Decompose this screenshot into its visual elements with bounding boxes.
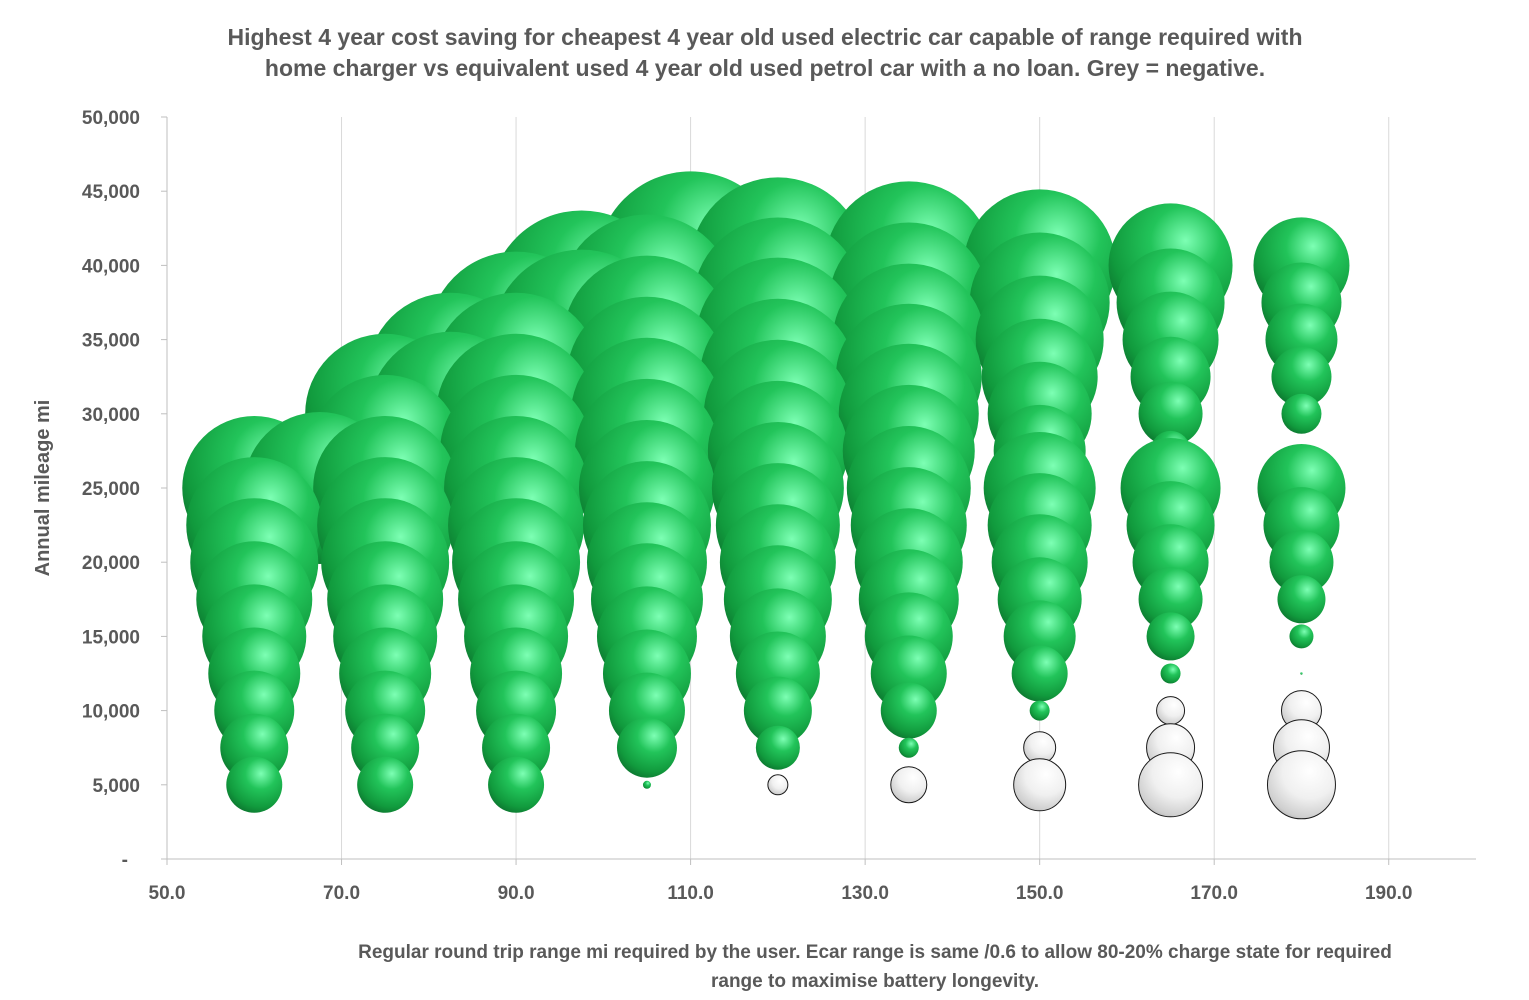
chart-title-line-1: Highest 4 year cost saving for cheapest … — [227, 24, 1303, 50]
x-tick-label: 190.0 — [1365, 883, 1413, 904]
bubble-negative — [767, 774, 789, 796]
bubble-negative — [1266, 750, 1336, 820]
y-tick-label: 25,000 — [82, 479, 140, 500]
bubble-negative — [890, 766, 928, 804]
x-tick-label: 90.0 — [498, 883, 535, 904]
x-axis-title: Regular round trip range mi required by … — [270, 938, 1480, 996]
bubble-positive — [1138, 381, 1203, 446]
bubble-negative — [1138, 752, 1204, 818]
bubble-positive — [880, 682, 937, 739]
bubble-positive — [1300, 672, 1303, 675]
x-tick-label: 70.0 — [323, 883, 360, 904]
y-tick-label: 45,000 — [82, 182, 140, 203]
bubble-positive — [1160, 663, 1181, 684]
y-tick-label: 30,000 — [82, 405, 140, 426]
y-tick-label: 5,000 — [92, 776, 140, 797]
bubble-positive — [357, 756, 414, 813]
x-axis-title-line-1: Regular round trip range mi required by … — [358, 942, 1392, 963]
x-tick-label: 130.0 — [841, 883, 889, 904]
y-tick-label: 50,000 — [82, 108, 140, 129]
x-tick-label: 170.0 — [1190, 883, 1238, 904]
bubble-positive — [1271, 346, 1332, 407]
bubble-positive — [1277, 575, 1326, 624]
bubble-positive — [898, 737, 919, 758]
bubble-positive — [616, 717, 677, 778]
chart-title: Highest 4 year cost saving for cheapest … — [120, 22, 1410, 84]
x-axis-title-line-2: range to maximise battery longevity. — [710, 971, 1040, 992]
y-axis-title: Annual mileage mi — [32, 399, 54, 577]
y-tick-labels: - 5,000 10,000 15,000 20,000 25,000 30,000 35,0… — [82, 108, 140, 871]
bubble-positive — [1138, 567, 1203, 632]
bubbles — [182, 171, 1350, 820]
bubble-positive — [755, 725, 800, 770]
bubble-positive — [488, 756, 545, 813]
y-tick-label: 20,000 — [82, 553, 140, 574]
bubble-positive — [1011, 645, 1068, 702]
bubble-positive — [642, 780, 651, 789]
bubble-positive — [1029, 700, 1050, 721]
bubble-negative — [1156, 696, 1186, 726]
axes — [161, 116, 1476, 865]
bubble-positive — [1269, 530, 1334, 595]
x-tick-label: 110.0 — [667, 883, 714, 904]
bubble-positive — [1146, 612, 1195, 661]
y-tick-label: 40,000 — [82, 256, 140, 277]
y-tick-label: 35,000 — [82, 331, 140, 352]
bubble-positive — [1281, 393, 1322, 434]
x-tick-labels: 50.0 70.0 90.0 110.0 130.0 150.0 170.0 190.0 — [149, 883, 1413, 904]
y-tick-label: 15,000 — [82, 627, 140, 648]
bubble-negative — [1013, 758, 1067, 812]
bubble-positive — [226, 756, 283, 813]
y-tick-label: - — [122, 850, 128, 871]
chart-title-line-2: home charger vs equivalent used 4 year o… — [264, 55, 1266, 81]
x-tick-label: 50.0 — [149, 883, 186, 904]
x-tick-label: 150.0 — [1016, 883, 1064, 904]
y-tick-label: 10,000 — [82, 702, 140, 723]
bubble-positive — [743, 676, 812, 745]
bubble-positive — [1289, 624, 1314, 649]
